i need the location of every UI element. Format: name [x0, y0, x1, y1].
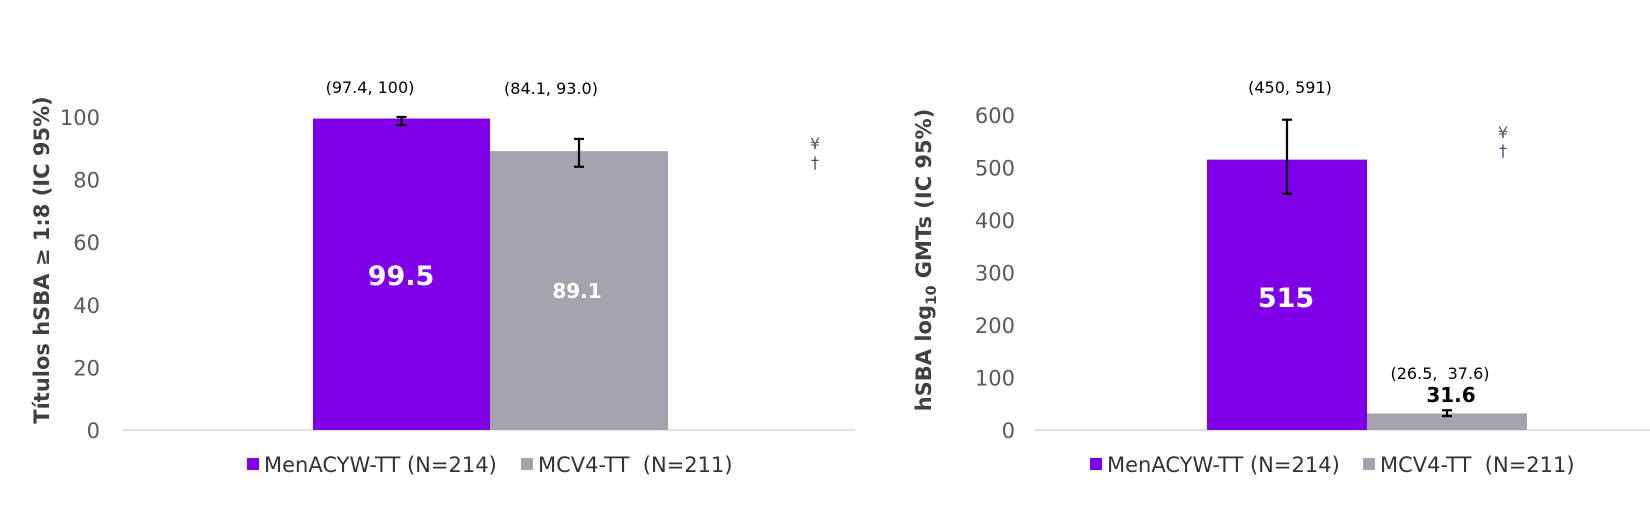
chart-1-value-label-menacyw: 99.5 [368, 261, 435, 292]
chart-2-yen-symbol: ¥ [1498, 123, 1508, 142]
chart-1: 0 20 40 60 80 100 Títulos hSBA ≥ 1:8 (IC 95%)… [30, 78, 855, 477]
chart-2: 0 100 200 300 400 500 600 hSBA log10 GMTs (IC … [912, 78, 1650, 477]
chart-2-legend: MenACYW-TT (N=214) MCV4-TT (N=211) [1090, 453, 1575, 477]
chart-2-bar-mcv4 [1367, 413, 1527, 430]
chart-1-bar-menacyw [313, 118, 490, 430]
chart-1-y-tick-label-40: 40 [73, 294, 100, 318]
chart-1-legend-swatch-menacyw [247, 458, 259, 470]
chart-1-error-bar-menacyw [396, 115, 407, 127]
chart-2-legend-swatch-menacyw [1090, 458, 1102, 470]
chart-2-y-tick-label-500: 500 [975, 157, 1015, 181]
chart-1-legend-swatch-mcv4 [521, 458, 533, 470]
chart-2-ci-label-mcv4: (26.5, 37.6) [1391, 364, 1490, 383]
chart-2-y-tick-label-200: 200 [975, 314, 1015, 338]
chart-2-legend-swatch-mcv4 [1363, 458, 1375, 470]
chart-2-error-bar-menacyw [1282, 118, 1292, 195]
chart-1-y-tick-label-100: 100 [60, 106, 100, 130]
chart-1-value-label-mcv4: 89.1 [552, 279, 601, 303]
chart-2-legend-label-mcv4: MCV4-TT (N=211) [1380, 453, 1575, 477]
chart-1-error-bar-mcv4 [574, 137, 584, 168]
chart-1-yen-symbol: ¥ [810, 134, 820, 153]
chart-2-bar-menacyw [1207, 159, 1367, 430]
chart-1-ci-label-menacyw: (97.4, 100) [326, 78, 415, 97]
chart-2-value-label-menacyw: 515 [1258, 283, 1314, 314]
chart-2-ci-label-menacyw: (450, 591) [1248, 78, 1332, 97]
chart-1-y-axis-label: Títulos hSBA ≥ 1:8 (IC 95%) [30, 96, 54, 423]
chart-1-y-ticks: 0 20 40 60 80 100 [60, 106, 100, 443]
chart-1-ci-label-mcv4: (84.1, 93.0) [504, 79, 598, 98]
chart-2-value-label-mcv4: 31.6 [1426, 383, 1475, 407]
chart-1-y-tick-label-80: 80 [73, 169, 100, 193]
chart-2-legend-label-menacyw: MenACYW-TT (N=214) [1107, 453, 1340, 477]
chart-2-dagger-symbol: † [1499, 141, 1507, 160]
chart-1-legend-label-mcv4: MCV4-TT (N=211) [538, 453, 733, 477]
chart-1-legend: MenACYW-TT (N=214) MCV4-TT (N=211) [247, 453, 733, 477]
chart-1-y-tick-label-20: 20 [73, 356, 100, 380]
chart-2-y-ticks: 0 100 200 300 400 500 600 [975, 104, 1015, 443]
chart-2-y-axis-label: hSBA log10 GMTs (IC 95%) [912, 109, 940, 412]
chart-1-bar-mcv4 [490, 151, 668, 430]
chart-2-y-tick-label-0: 0 [1002, 419, 1015, 443]
chart-2-y-tick-label-100: 100 [975, 367, 1015, 391]
chart-1-dagger-symbol: † [811, 153, 819, 172]
chart-2-y-tick-label-400: 400 [975, 209, 1015, 233]
chart-2-error-bar-mcv4 [1442, 409, 1452, 418]
chart-2-y-axis-label-subscript: 10 [924, 285, 940, 305]
chart-1-y-tick-label-60: 60 [73, 231, 100, 255]
chart-2-y-tick-label-300: 300 [975, 262, 1015, 286]
chart-2-y-tick-label-600: 600 [975, 104, 1015, 128]
chart-1-legend-label-menacyw: MenACYW-TT (N=214) [264, 453, 497, 477]
chart-1-y-tick-label-0: 0 [87, 419, 100, 443]
